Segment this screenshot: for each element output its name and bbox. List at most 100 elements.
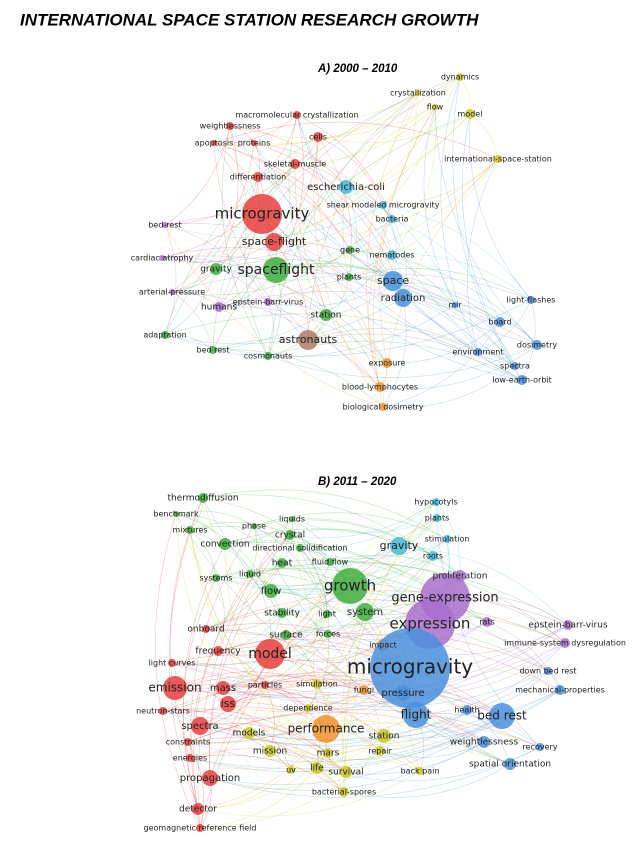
link bbox=[164, 297, 404, 345]
node-label: plants bbox=[337, 273, 362, 282]
link bbox=[440, 76, 479, 353]
link bbox=[213, 142, 309, 341]
link bbox=[224, 540, 446, 599]
link bbox=[213, 142, 351, 251]
link bbox=[249, 525, 258, 575]
link bbox=[213, 76, 461, 146]
node bbox=[298, 330, 318, 350]
link bbox=[267, 158, 499, 303]
node-label: convection bbox=[200, 540, 249, 550]
link bbox=[316, 611, 366, 685]
link bbox=[291, 518, 421, 772]
link bbox=[248, 501, 437, 734]
node bbox=[433, 514, 441, 522]
link bbox=[209, 562, 283, 779]
link bbox=[248, 670, 549, 741]
node-label: models bbox=[233, 729, 266, 739]
link bbox=[227, 703, 292, 771]
link bbox=[345, 186, 393, 256]
link bbox=[257, 114, 298, 178]
link bbox=[218, 306, 388, 364]
node bbox=[462, 705, 472, 715]
link bbox=[402, 297, 479, 353]
node-label: cells bbox=[309, 133, 327, 142]
link bbox=[289, 501, 437, 539]
link bbox=[161, 257, 327, 316]
node-label: frequency bbox=[195, 647, 241, 657]
node bbox=[359, 685, 369, 695]
node bbox=[474, 348, 482, 356]
node bbox=[219, 538, 231, 550]
link bbox=[267, 92, 419, 357]
link bbox=[379, 106, 436, 364]
link bbox=[209, 741, 485, 791]
node-label: epstein-barr-virus bbox=[233, 298, 303, 307]
node-label: rats bbox=[479, 618, 495, 627]
link bbox=[212, 163, 296, 351]
node bbox=[265, 233, 283, 251]
link bbox=[189, 752, 329, 770]
link bbox=[215, 268, 388, 364]
link bbox=[253, 92, 419, 145]
link bbox=[199, 767, 318, 829]
link bbox=[454, 304, 516, 367]
node-label: apoptosis bbox=[195, 139, 234, 148]
link bbox=[261, 113, 471, 215]
link bbox=[249, 562, 569, 626]
node bbox=[394, 289, 412, 307]
link bbox=[187, 712, 485, 743]
node-label: fungi bbox=[354, 686, 374, 695]
link bbox=[459, 76, 471, 115]
link bbox=[379, 741, 485, 758]
link bbox=[189, 754, 345, 793]
link bbox=[218, 241, 275, 308]
link bbox=[299, 547, 328, 615]
link bbox=[363, 689, 381, 752]
link bbox=[164, 334, 214, 351]
link bbox=[275, 114, 305, 271]
node-label: propagation bbox=[180, 773, 240, 784]
node bbox=[264, 298, 272, 306]
link bbox=[212, 349, 384, 408]
link bbox=[307, 328, 479, 353]
node bbox=[323, 610, 331, 618]
node bbox=[212, 574, 220, 582]
node bbox=[243, 727, 255, 739]
link bbox=[209, 534, 291, 779]
node-label: gene-expression bbox=[391, 591, 498, 606]
link bbox=[253, 519, 434, 557]
link bbox=[197, 728, 327, 810]
node-label: low-earth-orbit bbox=[492, 376, 552, 385]
link bbox=[275, 158, 499, 271]
link bbox=[202, 489, 448, 540]
node-label: astronauts bbox=[279, 333, 338, 346]
node bbox=[382, 358, 392, 368]
link bbox=[368, 218, 393, 388]
link bbox=[382, 297, 407, 408]
node bbox=[326, 558, 334, 566]
link bbox=[215, 254, 393, 281]
link bbox=[221, 125, 269, 357]
node bbox=[387, 250, 397, 260]
link bbox=[317, 136, 384, 206]
link bbox=[264, 633, 329, 686]
link bbox=[291, 517, 438, 534]
link bbox=[217, 612, 283, 652]
node bbox=[289, 516, 295, 522]
link bbox=[264, 613, 328, 686]
link bbox=[190, 525, 255, 810]
node bbox=[379, 403, 387, 411]
link bbox=[183, 543, 226, 810]
node bbox=[517, 375, 527, 385]
node bbox=[482, 617, 492, 627]
link bbox=[205, 534, 291, 630]
node-label: performance bbox=[288, 722, 365, 736]
link bbox=[222, 672, 503, 717]
node-label: dosimetry bbox=[517, 341, 558, 350]
node bbox=[169, 289, 175, 295]
link bbox=[187, 715, 503, 762]
node-label: microgravity bbox=[347, 655, 473, 679]
link bbox=[382, 204, 532, 301]
link bbox=[477, 299, 532, 353]
link bbox=[229, 106, 436, 139]
